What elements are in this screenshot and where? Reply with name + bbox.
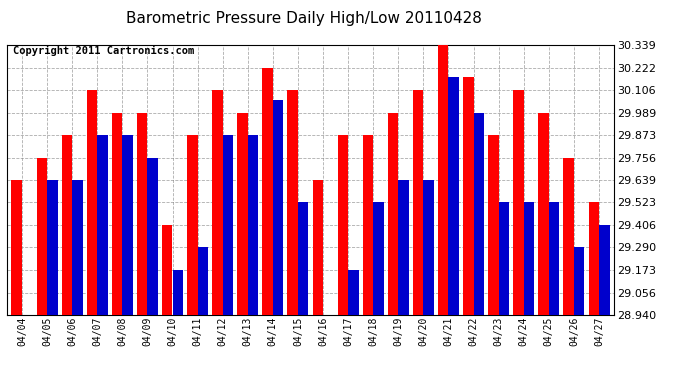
Bar (12, 180, 22, 315)
Bar (137, 112, 148, 315)
Bar (448, 77, 459, 315)
Bar (172, 270, 183, 315)
Bar (599, 225, 609, 315)
Bar (549, 202, 560, 315)
Bar (148, 158, 158, 315)
Bar (223, 135, 233, 315)
Text: Barometric Pressure Daily High/Low 20110428: Barometric Pressure Daily High/Low 20110… (126, 11, 482, 26)
Bar (348, 270, 359, 315)
Bar (524, 202, 534, 315)
Bar (388, 112, 398, 315)
Bar (538, 112, 549, 315)
Text: Copyright 2011 Cartronics.com: Copyright 2011 Cartronics.com (13, 46, 194, 56)
Bar (463, 77, 473, 315)
Bar (589, 202, 599, 315)
Bar (273, 100, 284, 315)
Bar (373, 202, 384, 315)
Bar (61, 135, 72, 315)
Bar (212, 90, 223, 315)
Bar (313, 180, 323, 315)
Bar (413, 90, 424, 315)
Bar (337, 135, 348, 315)
Bar (473, 112, 484, 315)
Bar (499, 202, 509, 315)
Bar (564, 158, 574, 315)
Bar (298, 202, 308, 315)
Bar (424, 180, 434, 315)
Bar (72, 180, 83, 315)
Bar (288, 90, 298, 315)
Bar (513, 90, 524, 315)
Bar (97, 135, 108, 315)
Bar (87, 90, 97, 315)
Bar (438, 45, 449, 315)
Bar (488, 135, 499, 315)
Bar (47, 180, 57, 315)
Bar (162, 225, 172, 315)
Bar (187, 135, 197, 315)
Bar (197, 248, 208, 315)
Bar (37, 158, 47, 315)
Bar (122, 135, 133, 315)
Bar (112, 112, 122, 315)
Bar (398, 180, 409, 315)
Bar (363, 135, 373, 315)
Bar (237, 112, 248, 315)
Bar (574, 248, 584, 315)
Bar (262, 68, 273, 315)
Bar (248, 135, 258, 315)
